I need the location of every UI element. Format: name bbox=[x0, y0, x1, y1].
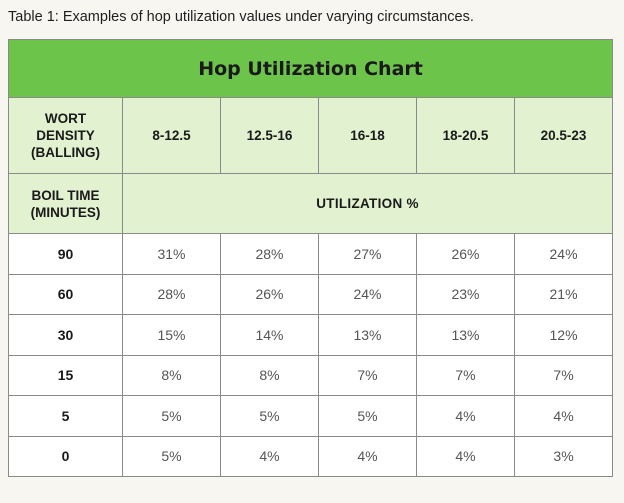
utilization-cell: 8% bbox=[220, 354, 319, 396]
utilization-cell: 26% bbox=[220, 273, 319, 315]
utilization-cell: 13% bbox=[318, 314, 417, 356]
utilization-cell: 5% bbox=[122, 395, 221, 437]
table-row: 60 28% 26% 24% 23% 21% bbox=[8, 273, 614, 315]
utilization-cell: 7% bbox=[318, 354, 417, 396]
utilization-cell: 14% bbox=[220, 314, 319, 356]
utilization-cell: 7% bbox=[513, 354, 614, 396]
utilization-cell: 26% bbox=[416, 233, 515, 275]
utilization-cell: 4% bbox=[513, 395, 614, 437]
table-title: Hop Utilization Chart bbox=[7, 39, 614, 98]
utilization-cell: 12% bbox=[513, 314, 614, 356]
wort-density-label: WORT DENSITY (BALLING) bbox=[8, 97, 123, 174]
table-row: 15 8% 8% 7% 7% 7% bbox=[8, 354, 614, 396]
column-header: 18-20.5 bbox=[416, 97, 515, 174]
utilization-cell: 8% bbox=[122, 354, 221, 396]
column-header: 20.5-23 bbox=[513, 97, 614, 174]
hop-utilization-table: Hop Utilization Chart WORT DENSITY (BALL… bbox=[7, 39, 614, 477]
boil-time-cell: 90 bbox=[8, 233, 123, 275]
utilization-label: UTILIZATION % bbox=[121, 173, 614, 234]
utilization-cell: 4% bbox=[416, 435, 515, 477]
utilization-cell: 24% bbox=[318, 273, 417, 315]
wort-label-line: (BALLING) bbox=[31, 145, 100, 160]
column-header: 12.5-16 bbox=[220, 97, 319, 174]
utilization-cell: 4% bbox=[416, 395, 515, 437]
boil-label-line: (MINUTES) bbox=[30, 204, 101, 220]
utilization-cell: 24% bbox=[513, 233, 614, 275]
utilization-cell: 4% bbox=[220, 435, 319, 477]
utilization-cell: 31% bbox=[122, 233, 221, 275]
table-row: 5 5% 5% 5% 4% 4% bbox=[8, 395, 614, 437]
boil-time-cell: 0 bbox=[8, 435, 123, 477]
utilization-cell: 5% bbox=[122, 435, 221, 477]
boil-time-cell: 30 bbox=[8, 314, 123, 356]
utilization-cell: 15% bbox=[122, 314, 221, 356]
boil-time-cell: 15 bbox=[8, 354, 123, 396]
column-header: 16-18 bbox=[318, 97, 417, 174]
table-caption: Table 1: Examples of hop utilization val… bbox=[8, 9, 474, 25]
utilization-cell: 4% bbox=[318, 435, 417, 477]
wort-label-line: DENSITY bbox=[36, 128, 95, 143]
utilization-cell: 27% bbox=[318, 233, 417, 275]
column-header: 8-12.5 bbox=[122, 97, 221, 174]
utilization-cell: 28% bbox=[220, 233, 319, 275]
utilization-cell: 28% bbox=[122, 273, 221, 315]
table-row: 30 15% 14% 13% 13% 12% bbox=[8, 314, 614, 356]
boil-time-cell: 5 bbox=[8, 395, 123, 437]
utilization-cell: 23% bbox=[416, 273, 515, 315]
boil-label-line: BOIL TIME bbox=[31, 187, 100, 203]
utilization-cell: 7% bbox=[416, 354, 515, 396]
table-row: 90 31% 28% 27% 26% 24% bbox=[8, 233, 614, 275]
boil-time-label: BOIL TIME (MINUTES) bbox=[8, 173, 123, 234]
boil-time-cell: 60 bbox=[8, 273, 123, 315]
utilization-cell: 13% bbox=[416, 314, 515, 356]
utilization-cell: 21% bbox=[513, 273, 614, 315]
table-row: 0 5% 4% 4% 4% 3% bbox=[8, 435, 614, 477]
utilization-cell: 5% bbox=[318, 395, 417, 437]
utilization-cell: 3% bbox=[513, 435, 614, 477]
wort-label-line: WORT bbox=[44, 111, 87, 126]
utilization-cell: 5% bbox=[220, 395, 319, 437]
